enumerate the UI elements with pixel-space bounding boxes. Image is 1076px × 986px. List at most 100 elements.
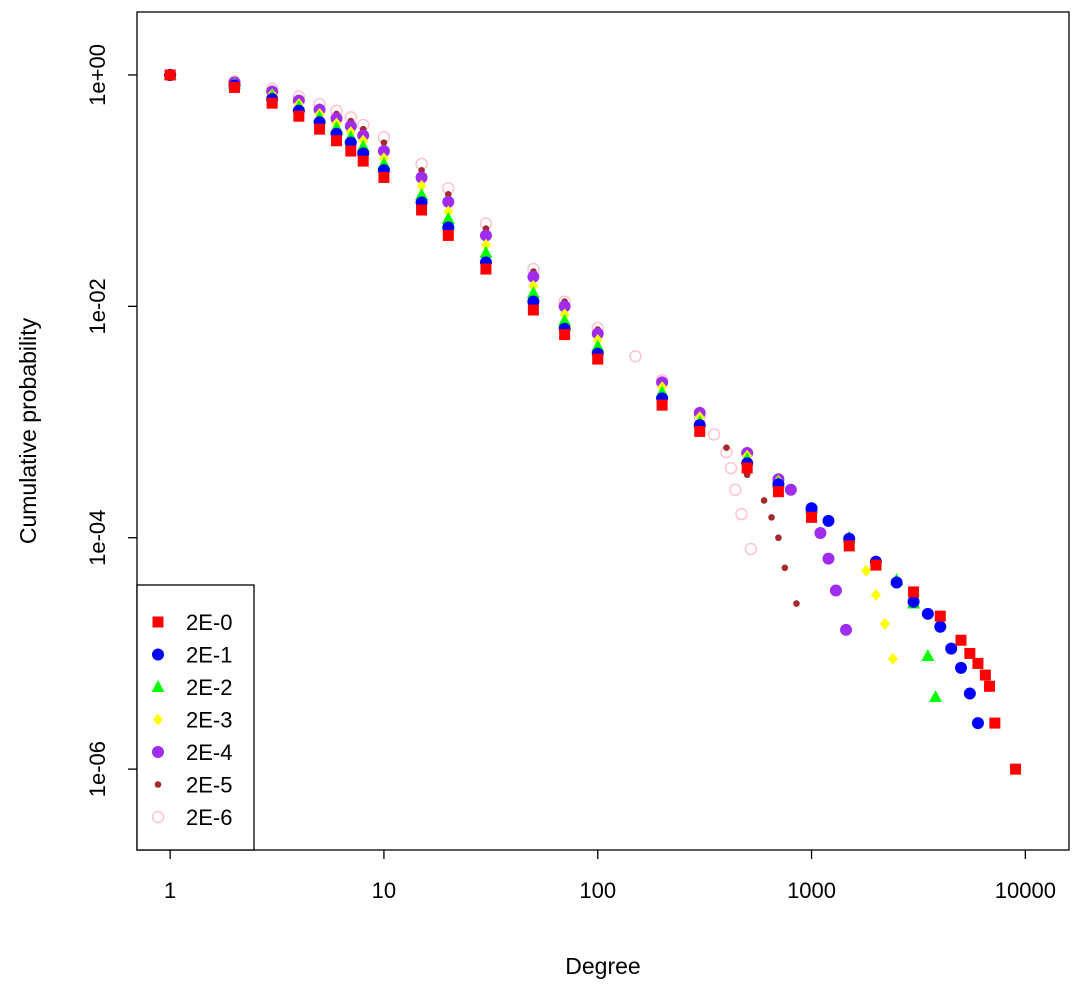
series-2E-6 [163, 68, 758, 556]
data-point [879, 617, 890, 630]
data-point [793, 600, 800, 607]
x-tick-label: 10000 [995, 878, 1056, 903]
data-point [843, 540, 855, 552]
series-2E-5 [166, 71, 800, 607]
y-axis-label: Cumulative probability [15, 317, 41, 544]
y-tick-label: 1e+00 [85, 44, 110, 106]
series-2E-3 [165, 68, 898, 665]
data-point [908, 586, 920, 598]
data-point [840, 623, 853, 636]
data-point [558, 300, 571, 313]
data-point [527, 304, 539, 316]
y-axis: 1e+00 1e-02 1e-04 1e-06 [85, 44, 137, 797]
data-point [921, 649, 935, 662]
data-point [760, 497, 768, 504]
data-point [723, 444, 730, 452]
data-point [443, 205, 454, 218]
data-point [921, 607, 934, 620]
y-tick-label: 1e-02 [85, 278, 110, 334]
legend-label: 2E-3 [186, 708, 232, 733]
legend-marker [152, 616, 164, 628]
legend-label: 2E-1 [186, 643, 232, 668]
data-point [907, 595, 920, 608]
data-point [592, 353, 604, 365]
series-2E-2 [163, 67, 943, 703]
data-point [441, 211, 455, 224]
data-point [945, 642, 958, 655]
data-point [528, 279, 539, 292]
data-point [887, 652, 898, 665]
data-point [330, 135, 342, 147]
legend-label: 2E-2 [186, 675, 232, 700]
data-point [377, 145, 390, 158]
data-point [954, 661, 967, 674]
data-point [989, 717, 1001, 729]
data-point [526, 286, 540, 299]
data-point [781, 564, 789, 572]
data-point [444, 190, 452, 198]
data-point [829, 584, 842, 597]
legend-marker [153, 713, 163, 726]
data-point [345, 145, 357, 157]
data-point [480, 263, 492, 275]
x-tick-label: 100 [579, 878, 616, 903]
data-point [416, 204, 428, 216]
legend-label: 2E-4 [186, 740, 232, 765]
legend-marker [151, 680, 165, 692]
data-point [822, 552, 835, 565]
x-tick-label: 1000 [787, 878, 836, 903]
x-axis-label: Degree [565, 953, 640, 979]
series-2E-4 [164, 68, 853, 636]
legend-label: 2E-0 [186, 610, 232, 635]
data-point [559, 329, 571, 341]
data-point [772, 486, 784, 498]
data-point [861, 564, 872, 577]
plot-frame [136, 11, 1070, 851]
data-point [357, 155, 369, 167]
data-point [442, 195, 455, 208]
legend-label: 2E-6 [186, 805, 232, 830]
data-point [972, 657, 984, 669]
data-point [870, 559, 882, 571]
data-point [416, 179, 427, 192]
series-2E-1 [164, 68, 984, 730]
data-point [984, 680, 996, 692]
y-tick-label: 1e-06 [85, 741, 110, 797]
data-point [707, 428, 721, 441]
legend-marker [152, 746, 164, 758]
data-point [293, 110, 305, 122]
data-point [963, 687, 976, 700]
data-point [971, 717, 984, 730]
x-axis: 1 10 100 1000 10000 [164, 850, 1056, 903]
legend: 2E-0 2E-1 2E-2 2E-3 2E-4 2E-5 2E-6 [136, 584, 255, 851]
data-point [979, 669, 991, 681]
legend-marker [152, 648, 164, 661]
data-point [870, 588, 881, 601]
series-2E-0 [164, 69, 1022, 775]
data-point [591, 339, 605, 352]
data-point [266, 97, 278, 109]
data-point [955, 634, 967, 646]
data-point [558, 313, 572, 326]
data-point [480, 238, 491, 251]
y-tick-label: 1e-04 [85, 510, 110, 566]
data-point [415, 171, 428, 184]
data-point [729, 483, 742, 496]
data-point [775, 534, 782, 542]
data-point [744, 542, 758, 556]
data-point [814, 526, 827, 539]
x-tick-label: 1 [164, 878, 176, 903]
data-point [378, 171, 390, 183]
data-point [228, 81, 240, 93]
data-point [527, 270, 540, 283]
data-point [591, 327, 604, 340]
data-point [964, 647, 976, 659]
data-point [1010, 763, 1022, 775]
data-point [415, 187, 429, 200]
legend-marker [154, 781, 162, 788]
data-point [629, 350, 642, 363]
legend-marker [151, 810, 165, 824]
data-point [934, 610, 946, 622]
data-point [890, 576, 903, 589]
data-point [479, 245, 493, 258]
